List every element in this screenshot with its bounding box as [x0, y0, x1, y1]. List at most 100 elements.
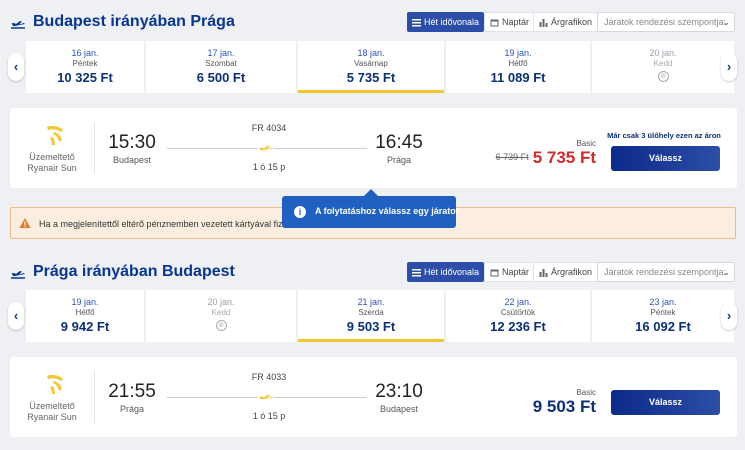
inbound-flight-card[interactable]: Üzemeltető Ryanair Sun 21:55 Prága FR 40…: [10, 357, 737, 437]
prev-dates-button[interactable]: ‹: [8, 302, 24, 330]
chart-view-button[interactable]: Árgrafikon: [533, 12, 599, 32]
chart-view-button[interactable]: Árgrafikon: [533, 262, 599, 282]
list-icon: [412, 18, 421, 27]
date-price: 5 735 Ft: [346, 70, 396, 85]
sort-select[interactable]: Járatok rendezési szempontja: ⌄: [597, 12, 735, 32]
chart-view-label: Árgrafikon: [551, 17, 593, 27]
operator-label: Üzemeltető: [29, 401, 75, 411]
sort-placeholder: Járatok rendezési szempontja:: [604, 267, 727, 277]
fare-type: Basic: [576, 388, 596, 397]
flight-number: FR 4033: [251, 372, 287, 382]
select-flight-button[interactable]: Válassz: [611, 146, 720, 171]
bar-chart-icon: [539, 18, 548, 27]
date-cell[interactable]: 19 jan. Hétfő 11 089 Ft: [446, 41, 590, 93]
select-flight-button[interactable]: Válassz: [611, 390, 720, 415]
date-cell-selected[interactable]: 21 jan. Szerda 9 503 Ft: [298, 290, 444, 342]
departure-time: 21:55: [108, 381, 156, 402]
flight-plane-icon: [258, 141, 274, 155]
flight-duration: 1 ó 15 p: [252, 411, 286, 421]
departure-time: 15:30: [108, 132, 156, 153]
no-flight-icon: ⊘: [215, 320, 227, 331]
divider: [94, 122, 95, 174]
price-row: 6 739 Ft 5 735 Ft: [450, 148, 596, 168]
date-label: 22 jan.: [504, 297, 532, 307]
arrival-city: Budapest: [379, 404, 419, 414]
arrival-time: 23:10: [375, 381, 423, 402]
day-label: Szerda: [358, 308, 384, 317]
date-label: 20 jan.: [649, 48, 677, 58]
chevron-down-icon: ⌄: [722, 17, 730, 27]
date-label: 21 jan.: [357, 297, 385, 307]
price-row: 9 503 Ft: [450, 397, 596, 417]
bar-chart-icon: [539, 268, 548, 277]
calendar-view-label: Naptár: [502, 17, 530, 27]
inbound-header: Prága irányában Budapest Hét idővonala N…: [0, 258, 745, 288]
flight-number: FR 4034: [251, 123, 287, 133]
calendar-icon: [490, 18, 499, 27]
date-price: 6 500 Ft: [196, 70, 246, 85]
day-label: Hétfő: [508, 59, 528, 68]
date-cell[interactable]: 16 jan. Péntek 10 325 Ft: [26, 41, 144, 93]
date-label: 16 jan.: [71, 48, 99, 58]
date-cell[interactable]: 22 jan. Csütörtök 12 236 Ft: [446, 290, 590, 342]
tooltip-text: A folytatáshoz válassz egy járatot: [315, 206, 459, 216]
date-cell-selected[interactable]: 18 jan. Vasárnap 5 735 Ft: [298, 41, 444, 93]
calendar-view-button[interactable]: Naptár: [484, 262, 536, 282]
date-label: 20 jan.: [207, 297, 235, 307]
operator-name: Ryanair Sun: [27, 163, 77, 173]
old-price: 6 739 Ft: [495, 152, 529, 162]
date-label: 17 jan.: [207, 48, 235, 58]
arrival-time: 16:45: [375, 132, 423, 153]
week-view-label: Hét idővonala: [424, 267, 480, 277]
inbound-date-bar: ‹ 19 jan. Hétfő 9 942 Ft 20 jan. Kedd ⊘ …: [0, 290, 745, 342]
flight-plane-icon: [258, 390, 274, 404]
next-dates-button[interactable]: ›: [721, 53, 737, 81]
date-label: 18 jan.: [357, 48, 385, 58]
flight-duration: 1 ó 15 p: [252, 162, 286, 172]
calendar-view-button[interactable]: Naptár: [484, 12, 536, 32]
select-flight-tooltip: i A folytatáshoz válassz egy járatot: [282, 189, 459, 228]
outbound-header: Budapest irányában Prága Hét idővonala N…: [0, 8, 745, 38]
date-label: 19 jan.: [71, 297, 99, 307]
operator-name: Ryanair Sun: [27, 412, 77, 422]
next-dates-button[interactable]: ›: [721, 302, 737, 330]
week-view-button[interactable]: Hét idővonala: [407, 12, 485, 32]
outbound-title: Budapest irányában Prága: [33, 13, 235, 30]
outbound-date-bar: ‹ 16 jan. Péntek 10 325 Ft 17 jan. Szomb…: [0, 41, 745, 93]
week-view-label: Hét idővonala: [424, 17, 480, 27]
day-label: Péntek: [650, 308, 676, 317]
ryanair-harp-logo: [47, 126, 63, 145]
date-label: 19 jan.: [504, 48, 532, 58]
day-label: Péntek: [72, 59, 98, 68]
inbound-title: Prága irányában Budapest: [33, 263, 235, 280]
list-icon: [412, 268, 421, 277]
date-cell[interactable]: 17 jan. Szombat 6 500 Ft: [146, 41, 296, 93]
chart-view-label: Árgrafikon: [551, 267, 593, 277]
date-cell[interactable]: 19 jan. Hétfő 9 942 Ft: [26, 290, 144, 342]
date-cell-no-flight: 20 jan. Kedd ⊘: [592, 41, 734, 93]
day-label: Vasárnap: [354, 59, 388, 68]
week-view-button[interactable]: Hét idővonala: [407, 262, 485, 282]
fare-type: Basic: [576, 139, 596, 148]
date-price: 9 942 Ft: [60, 319, 110, 334]
sort-placeholder: Járatok rendezési szempontja:: [604, 17, 727, 27]
no-flight-icon: ⊘: [657, 71, 669, 82]
date-cell[interactable]: 23 jan. Péntek 16 092 Ft: [592, 290, 734, 342]
calendar-icon: [490, 268, 499, 277]
chevron-down-icon: ⌄: [722, 267, 730, 277]
day-label: Szombat: [205, 59, 237, 68]
arrival-city: Prága: [386, 155, 412, 165]
prev-dates-button[interactable]: ‹: [8, 53, 24, 81]
info-icon: i: [294, 206, 306, 218]
warning-text: Ha a megjelenítettől eltérő pénznemben v…: [39, 219, 301, 229]
date-price: 16 092 Ft: [635, 319, 691, 334]
tooltip-arrow: [364, 189, 378, 196]
date-cell-no-flight: 20 jan. Kedd ⊘: [146, 290, 296, 342]
departure-city: Budapest: [112, 155, 152, 165]
date-price: 11 089 Ft: [490, 70, 546, 85]
calendar-view-label: Naptár: [502, 267, 530, 277]
outbound-flight-card[interactable]: Üzemeltető Ryanair Sun 15:30 Budapest FR…: [10, 108, 737, 188]
sort-select[interactable]: Járatok rendezési szempontja: ⌄: [597, 262, 735, 282]
day-label: Csütörtök: [500, 308, 536, 317]
plane-takeoff-icon: [11, 271, 25, 279]
